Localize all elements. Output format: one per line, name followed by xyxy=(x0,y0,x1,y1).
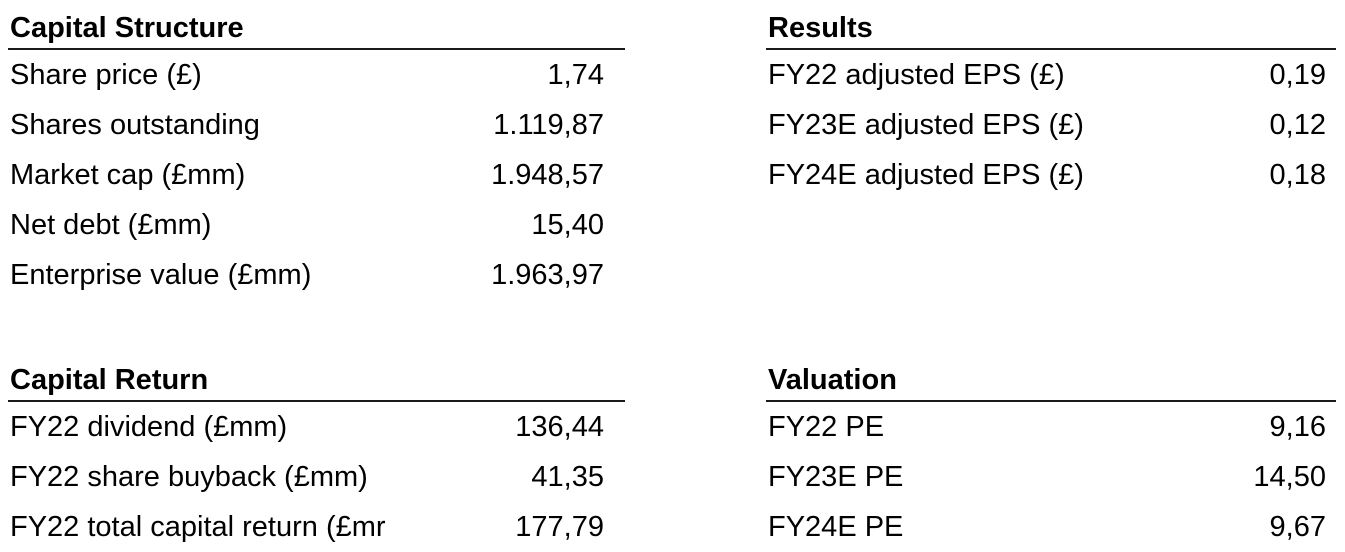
table-row: FY24E PE 9,67 xyxy=(766,502,1336,552)
row-label: FY23E adjusted EPS (£) xyxy=(768,109,1084,141)
table-row: FY24E adjusted EPS (£) 0,18 xyxy=(766,150,1336,200)
table-row: Share price (£) 1,74 xyxy=(8,50,625,100)
results-table: Results FY22 adjusted EPS (£) 0,19 FY23E… xyxy=(766,8,1336,200)
table-row: FY22 PE 9,16 xyxy=(766,402,1336,452)
results-title: Results xyxy=(768,12,873,44)
row-value: 41,35 xyxy=(531,461,604,493)
row-value: 1,74 xyxy=(547,59,604,91)
table-row: Enterprise value (£mm) 1.963,97 xyxy=(8,250,625,300)
table-row: FY22 share buyback (£mm) 41,35 xyxy=(8,452,625,502)
row-value: 177,79 xyxy=(515,511,604,543)
valuation-table: Valuation FY22 PE 9,16 FY23E PE 14,50 FY… xyxy=(766,360,1336,552)
capital-structure-title: Capital Structure xyxy=(10,12,244,44)
table-row: FY23E adjusted EPS (£) 0,12 xyxy=(766,100,1336,150)
table-row: FY22 total capital return (£mr 177,79 xyxy=(8,502,625,552)
row-label: FY22 adjusted EPS (£) xyxy=(768,59,1065,91)
table-row: Net debt (£mm) 15,40 xyxy=(8,200,625,250)
capital-structure-divider xyxy=(8,48,625,50)
row-value: 0,18 xyxy=(1269,159,1326,191)
table-row: FY23E PE 14,50 xyxy=(766,452,1336,502)
row-value: 1.963,97 xyxy=(491,259,604,291)
row-label: FY22 PE xyxy=(768,411,885,443)
capital-return-title: Capital Return xyxy=(10,364,209,396)
row-value: 136,44 xyxy=(515,411,604,443)
valuation-divider xyxy=(766,400,1336,402)
row-label: FY24E PE xyxy=(768,511,904,543)
table-row: FY22 dividend (£mm) 136,44 xyxy=(8,402,625,452)
row-label: FY24E adjusted EPS (£) xyxy=(768,159,1084,191)
row-label: FY22 total capital return (£mr xyxy=(10,511,386,543)
row-value: 14,50 xyxy=(1253,461,1326,493)
row-value: 0,19 xyxy=(1269,59,1326,91)
row-value: 1.948,57 xyxy=(491,159,604,191)
results-divider xyxy=(766,48,1336,50)
row-label: Shares outstanding xyxy=(10,109,260,141)
capital-return-divider xyxy=(8,400,625,402)
row-label: Market cap (£mm) xyxy=(10,159,246,191)
row-label: FY22 share buyback (£mm) xyxy=(10,461,368,493)
table-row: Shares outstanding 1.119,87 xyxy=(8,100,625,150)
row-label: Enterprise value (£mm) xyxy=(10,259,312,291)
row-label: Share price (£) xyxy=(10,59,202,91)
row-label: FY23E PE xyxy=(768,461,904,493)
row-value: 15,40 xyxy=(531,209,604,241)
row-label: Net debt (£mm) xyxy=(10,209,212,241)
capital-structure-table: Capital Structure Share price (£) 1,74 S… xyxy=(8,8,625,300)
row-value: 1.119,87 xyxy=(493,109,604,141)
table-row: Market cap (£mm) 1.948,57 xyxy=(8,150,625,200)
valuation-title: Valuation xyxy=(768,364,897,396)
row-value: 0,12 xyxy=(1269,109,1326,141)
capital-return-table: Capital Return FY22 dividend (£mm) 136,4… xyxy=(8,360,625,552)
row-value: 9,16 xyxy=(1269,411,1326,443)
row-label: FY22 dividend (£mm) xyxy=(10,411,288,443)
table-row: FY22 adjusted EPS (£) 0,19 xyxy=(766,50,1336,100)
row-value: 9,67 xyxy=(1269,511,1326,543)
